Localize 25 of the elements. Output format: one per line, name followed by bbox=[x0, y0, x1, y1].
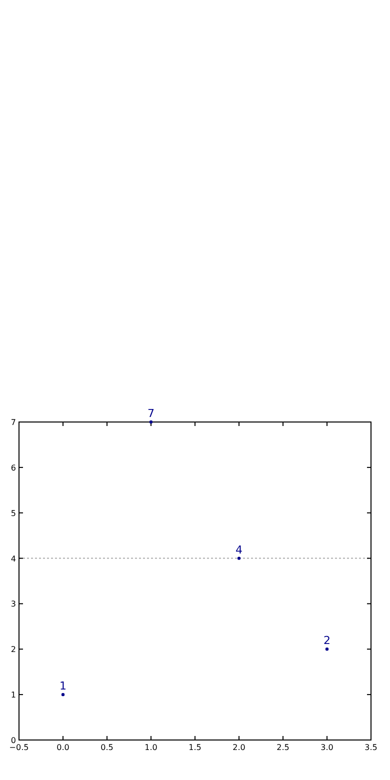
x-tick-label: 0.5 bbox=[100, 743, 114, 752]
x-tick-label: 2.0 bbox=[232, 743, 246, 752]
x-tick-label: 1.5 bbox=[188, 743, 202, 752]
data-label: 7 bbox=[148, 407, 154, 420]
point bbox=[61, 692, 65, 696]
y-tick-label: 7 bbox=[10, 418, 16, 427]
y-tick-label: 6 bbox=[10, 463, 16, 472]
y-tick-label: 1 bbox=[10, 690, 16, 700]
x-tick-label: −0.5 bbox=[9, 743, 29, 752]
x-tick-label: 3.0 bbox=[320, 743, 334, 752]
y-tick-label: 4 bbox=[10, 554, 16, 564]
data-label: 2 bbox=[324, 634, 330, 648]
x-tick-label: 3.5 bbox=[364, 743, 378, 752]
x-tick-label: 1.0 bbox=[144, 743, 158, 752]
x-tick-label: 2.5 bbox=[276, 743, 290, 752]
y-tick-label: 5 bbox=[10, 508, 16, 518]
y-tick-label: 0 bbox=[10, 736, 16, 745]
y-tick-label: 2 bbox=[10, 645, 16, 654]
data-label: 1 bbox=[60, 680, 66, 693]
y-tick-label: 3 bbox=[10, 600, 16, 609]
x-tick-label: 0.0 bbox=[56, 743, 70, 752]
point bbox=[325, 648, 329, 651]
point bbox=[237, 556, 241, 560]
point bbox=[149, 420, 153, 424]
data-label: 4 bbox=[236, 543, 242, 556]
